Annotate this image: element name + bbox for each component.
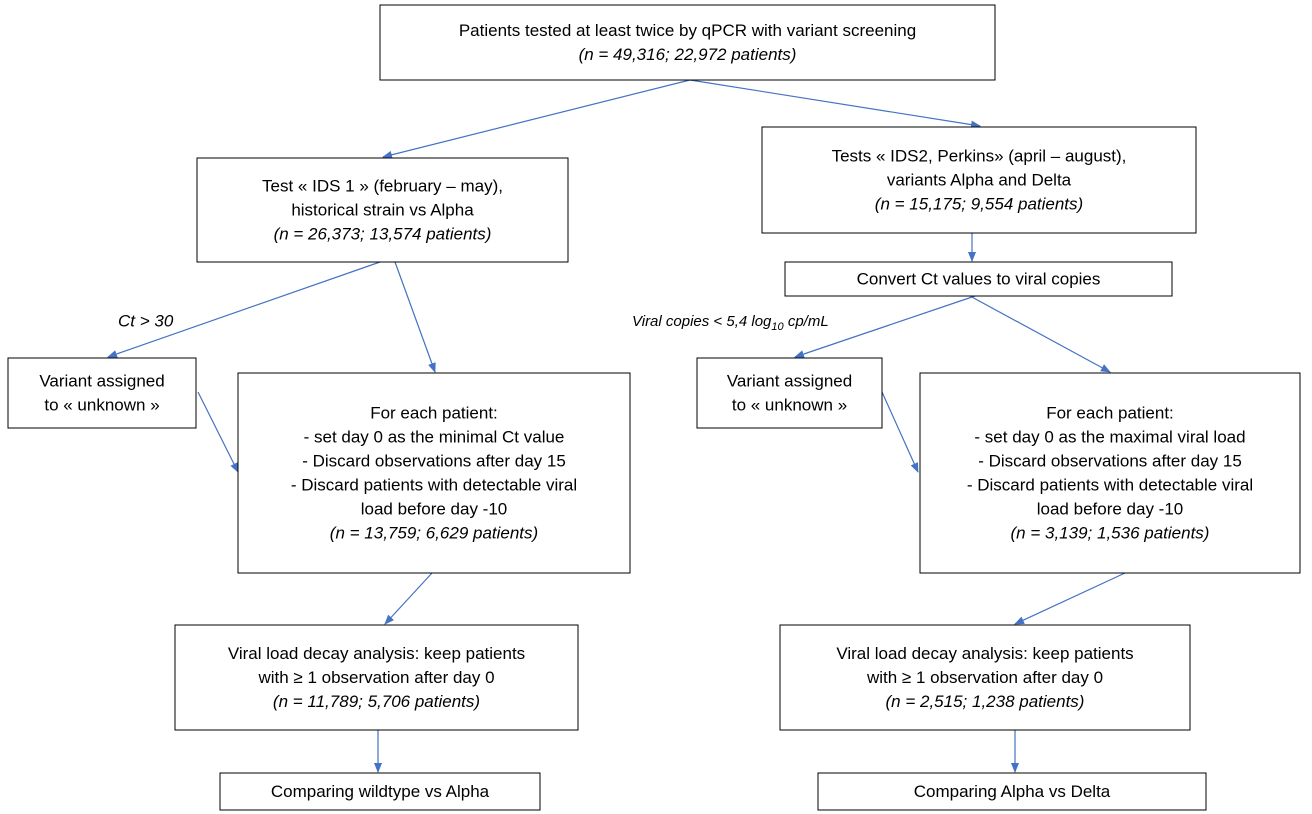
node-count: (n = 2,515; 1,238 patients) <box>886 692 1085 711</box>
node-text: to « unknown » <box>44 395 159 414</box>
node: Tests « IDS2, Perkins» (april – august),… <box>761 126 1197 234</box>
node-text: - Discard observations after day 15 <box>302 451 566 470</box>
node-box <box>379 4 996 81</box>
node-box <box>7 357 197 429</box>
node-text: Viral load decay analysis: keep patients <box>836 644 1133 663</box>
node-text: - Discard patients with detectable viral <box>967 475 1253 494</box>
node-box <box>174 624 579 731</box>
node-text: historical strain vs Alpha <box>291 200 474 219</box>
node-text: Tests « IDS2, Perkins» (april – august), <box>832 146 1127 165</box>
node-count: (n = 15,175; 9,554 patients) <box>875 194 1083 213</box>
node-text: with ≥ 1 observation after day 0 <box>257 668 494 687</box>
node-text: Patients tested at least twice by qPCR w… <box>459 21 916 40</box>
node-text: load before day -10 <box>361 499 508 518</box>
node: Patients tested at least twice by qPCR w… <box>379 4 996 81</box>
node-text: Test « IDS 1 » (february – may), <box>262 176 503 195</box>
node: Comparing wildtype vs Alpha <box>219 772 541 811</box>
node: Variant assigned to « unknown » <box>7 357 197 429</box>
node-box <box>817 772 1207 811</box>
node-text: to « unknown » <box>732 395 847 414</box>
arrow <box>382 79 691 159</box>
node-text: - set day 0 as the minimal Ct value <box>304 427 565 446</box>
node-box <box>919 372 1301 574</box>
node: Viral load decay analysis: keep patients… <box>174 624 579 731</box>
node: Test « IDS 1 » (february – may), historic… <box>196 157 569 263</box>
edge-label-text: Viral copies < 5,4 log <box>632 313 772 330</box>
node-box <box>761 126 1197 234</box>
edge-label: Viral copies < 5,4 log10 cp/mL <box>632 313 829 333</box>
node-box <box>779 624 1191 731</box>
node-count: (n = 13,759; 6,629 patients) <box>330 523 538 542</box>
node-count: (n = 49,316; 22,972 patients) <box>579 45 797 64</box>
node-box <box>219 772 541 811</box>
node-count: (n = 11,789; 5,706 patients) <box>273 692 480 711</box>
node-box <box>237 372 631 574</box>
node-text: - Discard patients with detectable viral <box>291 475 577 494</box>
node: Viral load decay analysis: keep patients… <box>779 624 1191 731</box>
node-text: Comparing Alpha vs Delta <box>914 782 1111 801</box>
arrow <box>384 572 433 625</box>
node-box <box>196 157 569 263</box>
arrows <box>107 79 1126 773</box>
node-text: For each patient: <box>1046 403 1174 422</box>
arrow <box>881 391 919 473</box>
arrow <box>394 261 436 373</box>
arrow <box>794 295 976 358</box>
node: Convert Ct values to viral copies <box>784 261 1173 297</box>
node-text: Comparing wildtype vs Alpha <box>271 782 490 801</box>
arrow <box>197 391 239 473</box>
edge-label: Ct > 30 <box>118 311 174 330</box>
edge-label-sub: 10 <box>771 321 784 333</box>
node-text: with ≥ 1 observation after day 0 <box>866 668 1103 687</box>
node-text: For each patient: <box>370 403 498 422</box>
node-text: Convert Ct values to viral copies <box>857 269 1101 288</box>
node: Variant assigned to « unknown » <box>696 357 883 429</box>
arrow <box>107 261 381 358</box>
edge-label-unit: cp/mL <box>784 313 829 330</box>
node-text: - Discard observations after day 15 <box>978 451 1242 470</box>
node-text: Variant assigned <box>727 371 852 390</box>
node-count: (n = 26,373; 13,574 patients) <box>274 224 492 243</box>
arrow <box>969 295 1111 373</box>
node-text: variants Alpha and Delta <box>887 170 1072 189</box>
node-text: Variant assigned <box>39 371 164 390</box>
node-count: (n = 3,139; 1,536 patients) <box>1011 523 1210 542</box>
node-box <box>784 261 1173 297</box>
node: Comparing Alpha vs Delta <box>817 772 1207 811</box>
node-text: Viral load decay analysis: keep patients <box>228 644 525 663</box>
node: For each patient: - set day 0 as the mini… <box>237 372 631 574</box>
node-text: load before day -10 <box>1037 499 1184 518</box>
node: For each patient: - set day 0 as the maxi… <box>919 372 1301 574</box>
node-text: - set day 0 as the maximal viral load <box>974 427 1245 446</box>
arrow <box>1014 572 1126 625</box>
node-box <box>696 357 883 429</box>
arrow <box>689 79 981 129</box>
